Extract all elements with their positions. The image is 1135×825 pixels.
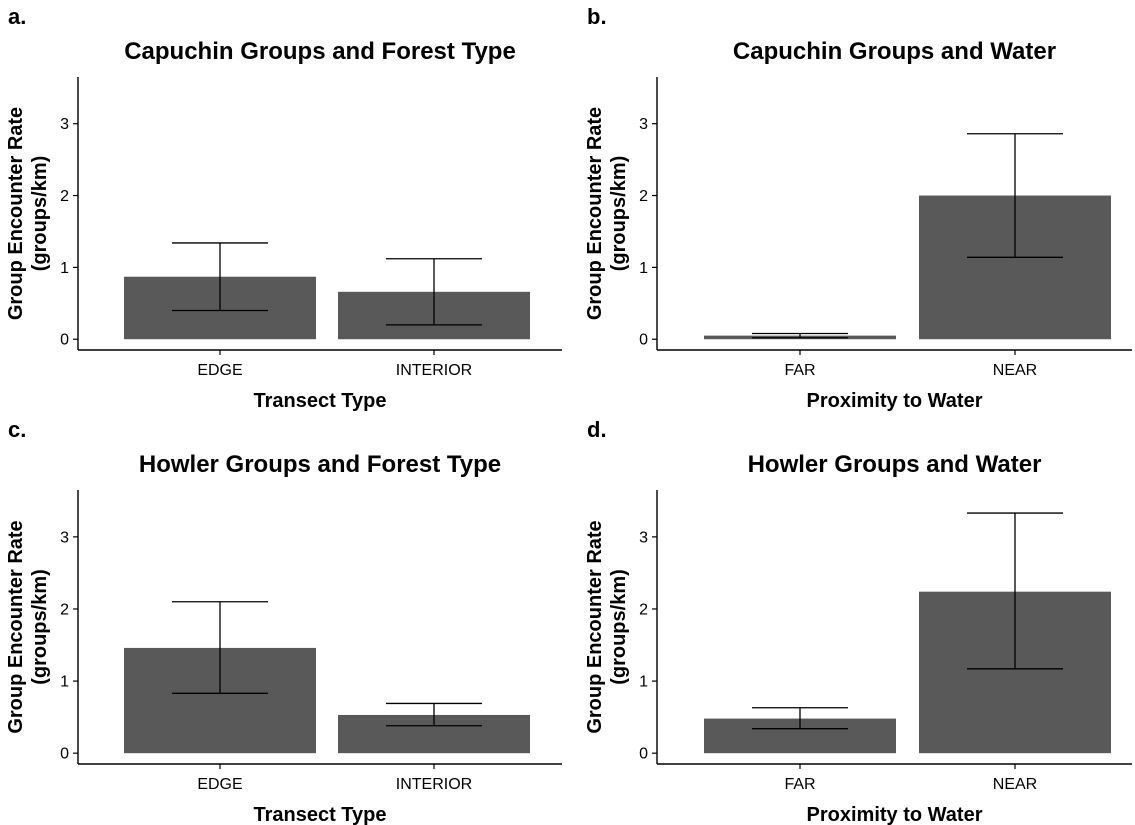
y-tick-label: 3 — [639, 116, 648, 133]
y-tick-label: 2 — [639, 188, 648, 205]
y-tick-label: 2 — [60, 188, 69, 205]
y-axis-title-line: Group Encounter Rate — [584, 107, 606, 320]
y-axis-title-line: (groups/km) — [608, 156, 630, 272]
y-axis-title-line: Group Encounter Rate — [584, 520, 606, 733]
x-axis-title: Proximity to Water — [807, 390, 983, 412]
y-axis-title: Group Encounter Rate (groups/km) — [5, 107, 51, 320]
y-tick-label: 3 — [60, 529, 69, 546]
x-tick-label: INTERIOR — [396, 362, 472, 379]
x-tick-label: FAR — [784, 776, 815, 793]
y-axis-title-line: (groups/km) — [29, 569, 51, 685]
chart-title: Howler Groups and Forest Type — [139, 451, 501, 478]
chart-panel-4: d. Howler Groups and Water Group Encounter… — [584, 417, 1132, 825]
chart-panel-2: b. Capuchin Groups and Water Group Encount… — [584, 4, 1132, 412]
y-tick-label: 0 — [639, 746, 648, 763]
x-tick-label: EDGE — [197, 776, 242, 793]
x-tick-label: FAR — [784, 362, 815, 379]
y-tick-label: 0 — [60, 746, 69, 763]
y-tick-label: 2 — [60, 601, 69, 618]
x-axis-title: Transect Type — [253, 390, 386, 412]
y-tick-label: 0 — [639, 332, 648, 349]
y-tick-label: 0 — [60, 332, 69, 349]
chart-title: Howler Groups and Water — [748, 451, 1042, 478]
y-tick-label: 1 — [639, 674, 648, 691]
y-axis-title-line: Group Encounter Rate — [5, 107, 27, 320]
chart-panel-3: c. Howler Groups and Forest Type Group Enc… — [5, 417, 562, 825]
y-axis-title: Group Encounter Rate (groups/km) — [5, 520, 51, 733]
y-axis-title-line: Group Encounter Rate — [5, 520, 27, 733]
y-tick-label: 2 — [639, 601, 648, 618]
x-tick-label: NEAR — [993, 776, 1037, 793]
x-tick-label: INTERIOR — [396, 776, 472, 793]
x-axis-title: Transect Type — [253, 804, 386, 825]
y-tick-label: 3 — [60, 116, 69, 133]
chart-panel-1: a. Capuchin Groups and Forest Type Group E… — [5, 4, 562, 412]
y-axis-title: Group Encounter Rate (groups/km) — [584, 520, 630, 733]
y-axis-title-line: (groups/km) — [608, 569, 630, 685]
panel-letter: b. — [587, 4, 607, 29]
y-tick-label: 1 — [60, 674, 69, 691]
y-tick-label: 1 — [60, 260, 69, 277]
y-axis-title: Group Encounter Rate (groups/km) — [584, 107, 630, 320]
chart-title: Capuchin Groups and Water — [733, 38, 1056, 65]
panel-letter: c. — [8, 417, 26, 442]
x-tick-label: EDGE — [197, 362, 242, 379]
y-axis-title-line: (groups/km) — [29, 156, 51, 272]
panel-letter: d. — [587, 417, 607, 442]
y-tick-label: 1 — [639, 260, 648, 277]
x-axis-title: Proximity to Water — [807, 804, 983, 825]
x-tick-label: NEAR — [993, 362, 1037, 379]
chart-title: Capuchin Groups and Forest Type — [124, 38, 516, 65]
y-tick-label: 3 — [639, 529, 648, 546]
panel-letter: a. — [8, 4, 26, 29]
